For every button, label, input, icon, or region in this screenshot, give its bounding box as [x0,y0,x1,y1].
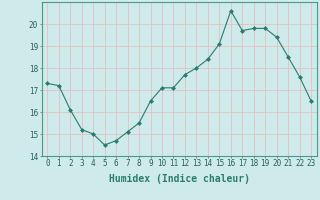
X-axis label: Humidex (Indice chaleur): Humidex (Indice chaleur) [109,174,250,184]
